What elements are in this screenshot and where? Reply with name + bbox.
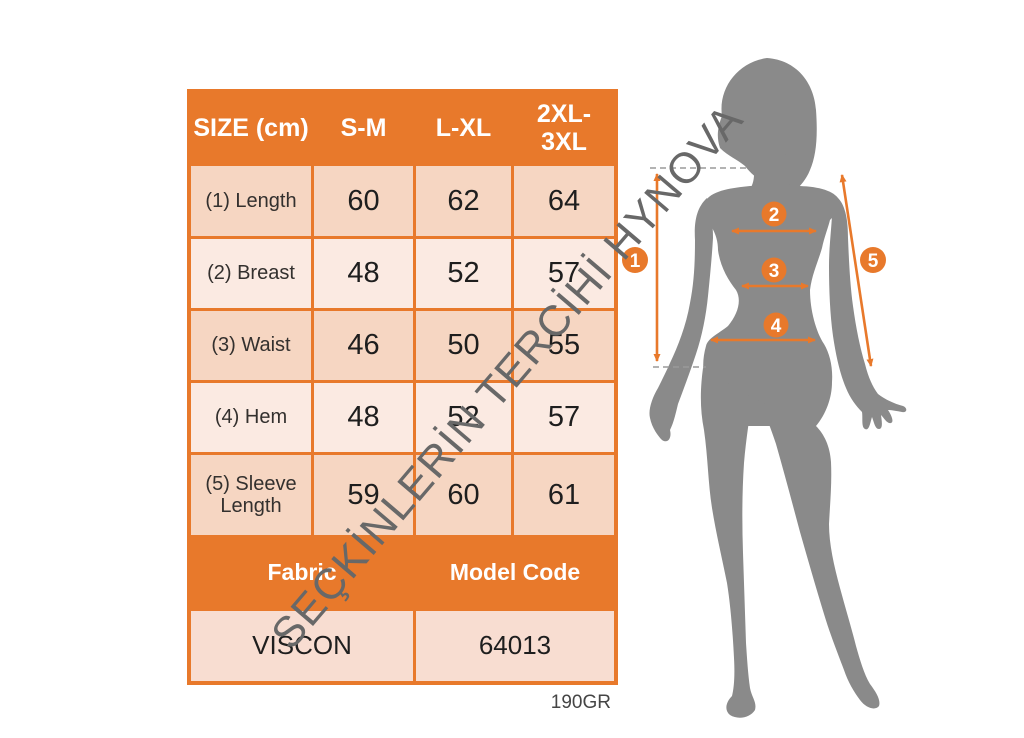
row-label-length: (1) Length [191, 166, 311, 236]
marker-circle-2: 2 [761, 201, 787, 227]
silhouette-head [717, 58, 817, 190]
silhouette-right-arm [829, 198, 907, 430]
cell-breast-lxl: 52 [416, 239, 511, 308]
row-label-waist: (3) Waist [191, 311, 311, 380]
row-label-sleeve: (5) Sleeve Length [191, 455, 311, 535]
col-header-lxl: L-XL [416, 93, 511, 163]
model-code-header: Model Code [416, 538, 614, 608]
sleeve-arrow-5 [839, 174, 874, 367]
col-header-2xl3xl: 2XL-3XL [514, 93, 614, 163]
cell-length-2xl3xl: 64 [514, 166, 614, 236]
cell-sleeve-sm: 59 [314, 455, 413, 535]
weight-note: 190GR [550, 692, 611, 713]
marker-number-1: 1 [630, 251, 641, 272]
silhouette-neck [748, 154, 794, 192]
marker-circle-3: 3 [761, 257, 787, 283]
fabric-value: VISCON [191, 611, 413, 681]
cell-hem-sm: 48 [314, 383, 413, 452]
measurement-figure: 1 2 3 4 5 [622, 58, 907, 718]
marker-number-2: 2 [769, 205, 780, 226]
cell-hem-lxl: 52 [416, 383, 511, 452]
fabric-header: Fabric [191, 538, 413, 608]
cell-waist-2xl3xl: 55 [514, 311, 614, 380]
row-label-breast: (2) Breast [191, 239, 311, 308]
col-header-size: SIZE (cm) [191, 93, 311, 163]
marker-circle-4: 4 [763, 312, 789, 338]
cell-sleeve-2xl3xl: 61 [514, 455, 614, 535]
silhouette-left-arm [649, 198, 713, 442]
cell-hem-2xl3xl: 57 [514, 383, 614, 452]
cell-breast-sm: 48 [314, 239, 413, 308]
col-header-sm: S-M [314, 93, 413, 163]
model-code-value: 64013 [416, 611, 614, 681]
silhouette-left-leg [700, 368, 756, 718]
marker-circle-5: 5 [860, 247, 886, 273]
cell-length-sm: 60 [314, 166, 413, 236]
marker-number-3: 3 [769, 261, 780, 282]
silhouette-torso [703, 186, 839, 426]
row-label-hem: (4) Hem [191, 383, 311, 452]
cell-sleeve-lxl: 60 [416, 455, 511, 535]
marker-circle-1: 1 [622, 247, 648, 273]
silhouette-right-leg [758, 400, 880, 709]
body-silhouette [649, 58, 907, 718]
marker-number-5: 5 [868, 251, 879, 272]
marker-number-4: 4 [771, 316, 782, 337]
cell-length-lxl: 62 [416, 166, 511, 236]
size-table: SIZE (cm) S-M L-XL 2XL-3XL (1) Length 60… [187, 89, 618, 685]
cell-waist-sm: 46 [314, 311, 413, 380]
cell-breast-2xl3xl: 57 [514, 239, 614, 308]
cell-waist-lxl: 50 [416, 311, 511, 380]
